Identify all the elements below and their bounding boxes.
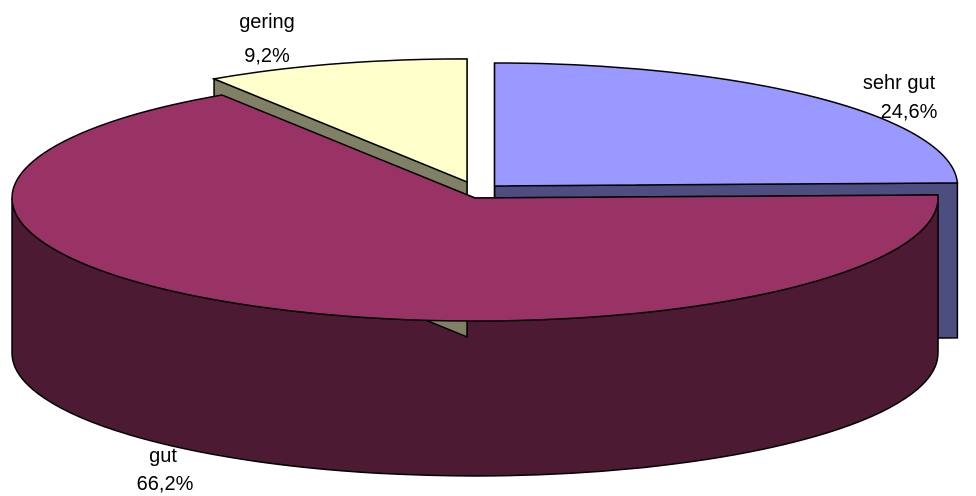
label-gut-value: 66,2% bbox=[137, 473, 194, 495]
slice-gering bbox=[211, 58, 468, 184]
slice-gut bbox=[11, 94, 939, 322]
label-gut-name: gut bbox=[149, 445, 177, 467]
slice-sehr-gut bbox=[493, 62, 959, 187]
label-sehr-gut-value: 24,6% bbox=[881, 101, 938, 123]
label-gering-name: gering bbox=[239, 11, 295, 33]
label-gering-value: 9,2% bbox=[244, 45, 290, 67]
pie-tops bbox=[11, 58, 959, 322]
label-sehr-gut-name: sehr gut bbox=[863, 72, 936, 94]
